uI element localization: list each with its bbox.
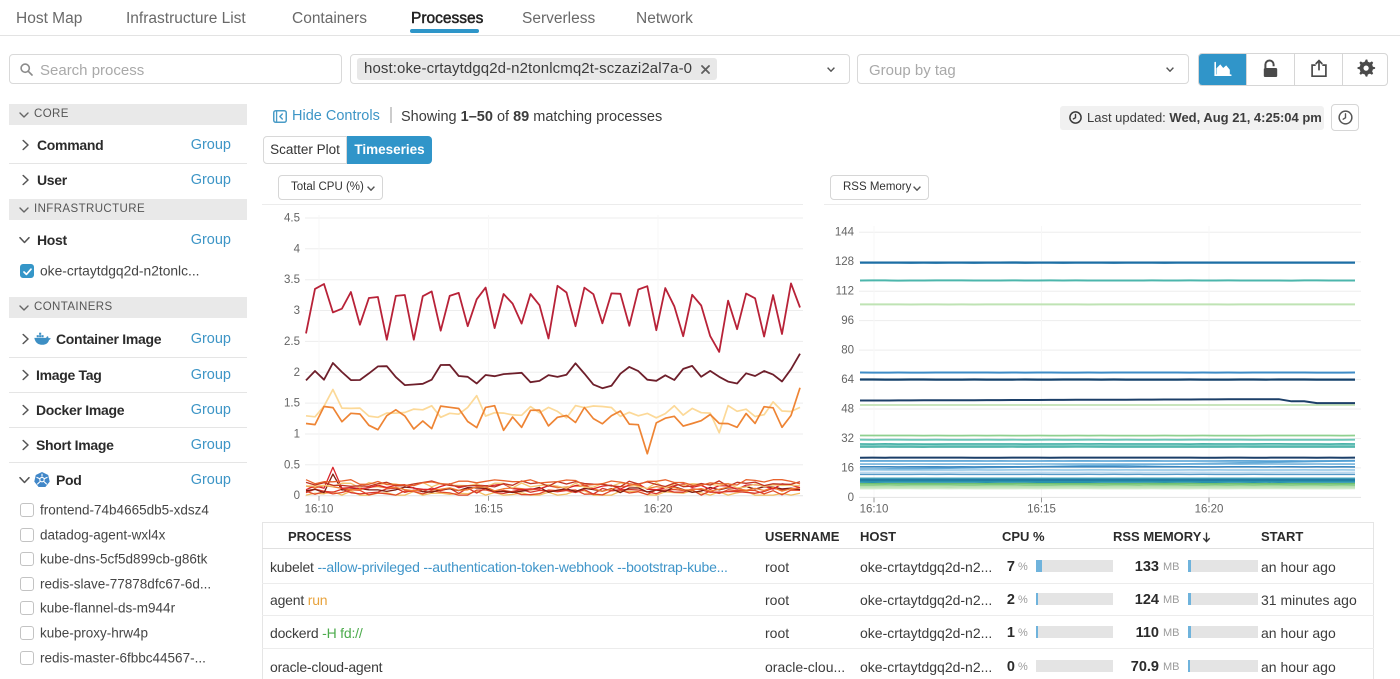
svg-text:16: 16 [841, 462, 854, 474]
svg-text:3: 3 [294, 305, 300, 317]
svg-text:1.5: 1.5 [284, 398, 300, 410]
svg-text:3.5: 3.5 [284, 274, 300, 286]
svg-text:0.5: 0.5 [284, 459, 300, 471]
svg-text:48: 48 [841, 404, 854, 416]
svg-text:0: 0 [848, 492, 854, 504]
svg-text:1: 1 [294, 429, 300, 441]
svg-text:32: 32 [841, 433, 854, 445]
svg-text:16:10: 16:10 [860, 504, 889, 516]
svg-text:144: 144 [835, 227, 855, 239]
svg-text:128: 128 [835, 256, 854, 268]
svg-text:64: 64 [841, 374, 854, 386]
svg-text:16:20: 16:20 [1195, 504, 1224, 516]
svg-text:112: 112 [836, 286, 854, 298]
svg-text:80: 80 [841, 345, 854, 357]
svg-text:16:15: 16:15 [1027, 504, 1056, 516]
svg-text:2: 2 [294, 367, 300, 379]
svg-text:16:10: 16:10 [305, 504, 334, 516]
svg-text:16:20: 16:20 [644, 504, 673, 516]
svg-text:96: 96 [841, 315, 854, 327]
svg-text:2.5: 2.5 [284, 336, 300, 348]
svg-text:16:15: 16:15 [474, 504, 503, 516]
svg-text:4.5: 4.5 [284, 213, 300, 225]
svg-text:0: 0 [294, 490, 300, 502]
svg-text:4: 4 [294, 243, 301, 255]
